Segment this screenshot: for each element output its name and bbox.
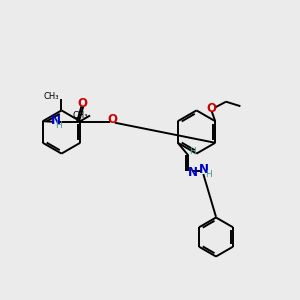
Text: H: H	[56, 121, 62, 130]
Text: N: N	[188, 166, 197, 179]
Text: O: O	[107, 113, 117, 126]
Text: CH₃: CH₃	[44, 92, 59, 101]
Text: N: N	[51, 114, 61, 127]
Text: H: H	[205, 169, 212, 178]
Text: H: H	[189, 147, 196, 156]
Text: N: N	[199, 163, 208, 176]
Text: O: O	[207, 101, 217, 115]
Text: CH₃: CH₃	[72, 111, 88, 120]
Text: O: O	[77, 97, 87, 110]
